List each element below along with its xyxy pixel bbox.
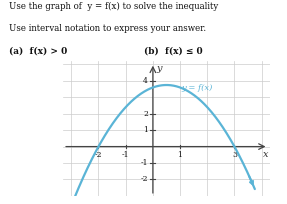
Text: -2: -2 [140,175,148,183]
Text: 4: 4 [143,77,148,85]
Text: Use interval notation to express your answer.: Use interval notation to express your an… [9,24,206,33]
Text: y: y [156,64,162,73]
Text: -1: -1 [140,159,148,167]
Text: 2: 2 [143,110,148,118]
Text: (a)  f(x) > 0: (a) f(x) > 0 [9,47,67,56]
Text: Use the graph of  y = f(x) to solve the inequality: Use the graph of y = f(x) to solve the i… [9,2,218,11]
Text: 1: 1 [143,126,148,134]
Text: -2: -2 [95,151,102,159]
Text: 1: 1 [178,151,183,159]
Text: x: x [263,150,268,159]
Text: -1: -1 [122,151,129,159]
Text: 3: 3 [232,151,237,159]
Text: y = f(x): y = f(x) [181,84,213,92]
Text: (b)  f(x) ≤ 0: (b) f(x) ≤ 0 [144,47,202,56]
